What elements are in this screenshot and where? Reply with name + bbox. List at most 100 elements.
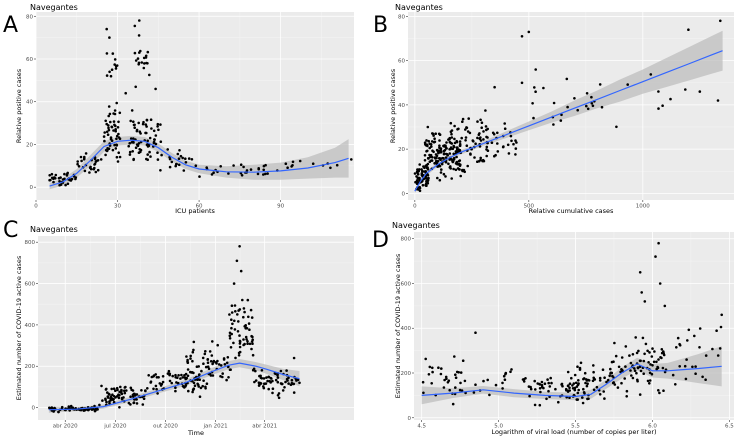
data-point [132, 120, 135, 123]
y-axis-label-a: Relative positive cases [15, 68, 23, 143]
data-point [445, 153, 449, 156]
data-point [191, 359, 194, 363]
data-point [675, 346, 678, 349]
data-point [181, 156, 184, 160]
data-point [486, 149, 490, 152]
data-point [432, 150, 435, 154]
data-point [424, 183, 427, 187]
data-point [433, 162, 436, 165]
data-point [442, 172, 446, 176]
data-point [194, 164, 198, 167]
data-point [174, 386, 177, 390]
data-point [118, 155, 122, 159]
data-point [228, 337, 232, 340]
data-point [576, 398, 579, 401]
data-point [469, 152, 472, 155]
smooth-line-d [421, 363, 722, 398]
data-point [291, 160, 295, 164]
data-point [311, 162, 315, 165]
data-point [453, 124, 456, 128]
data-point [245, 327, 249, 330]
data-point [79, 408, 83, 412]
data-point [113, 109, 117, 112]
data-point [135, 143, 139, 146]
data-point [601, 368, 605, 372]
data-point [242, 165, 245, 169]
data-point [156, 125, 159, 128]
data-point [132, 158, 135, 162]
data-point [232, 282, 236, 285]
data-point [109, 399, 112, 402]
data-point [467, 117, 471, 120]
data-point [560, 382, 564, 386]
data-point [248, 342, 252, 346]
data-point [584, 381, 587, 385]
data-point [687, 28, 690, 32]
data-point [105, 130, 109, 134]
data-point [83, 169, 87, 173]
data-point [189, 354, 192, 358]
x-ticks-d: 4.5 5.0 5.5 6.0 6.5 [417, 420, 734, 430]
data-point [246, 340, 249, 343]
data-point [430, 145, 433, 148]
data-point [572, 382, 576, 385]
data-point [418, 178, 421, 181]
data-point [104, 397, 107, 401]
data-point [229, 346, 233, 349]
data-point [127, 401, 131, 405]
data-point [89, 165, 92, 169]
data-point [451, 160, 455, 164]
data-point [582, 377, 586, 380]
data-point [421, 380, 425, 384]
data-point [478, 132, 481, 135]
data-point [582, 387, 585, 391]
data-point [120, 388, 123, 392]
data-point [84, 152, 88, 155]
data-point [503, 378, 507, 382]
plot-background-c [38, 236, 354, 420]
data-point [160, 153, 163, 157]
data-point [476, 160, 479, 163]
data-point [620, 356, 624, 359]
data-point [285, 369, 288, 372]
data-point [464, 128, 467, 131]
data-point [444, 160, 448, 164]
data-point [274, 372, 277, 376]
data-point [643, 352, 646, 356]
data-point [481, 158, 485, 162]
data-point [82, 158, 86, 161]
data-point [522, 380, 526, 383]
data-point [101, 399, 104, 402]
data-point [248, 328, 251, 332]
y-tick-label-d: 200 [401, 371, 412, 377]
data-point [431, 132, 434, 135]
data-point [480, 121, 484, 124]
data-point [431, 366, 434, 370]
data-point [506, 143, 510, 147]
data-point [201, 384, 204, 388]
data-point [170, 381, 173, 385]
data-point [276, 394, 280, 397]
data-point [228, 313, 231, 316]
x-tick-label-c: jul 2020 [103, 424, 127, 430]
data-point [179, 154, 183, 158]
data-point [486, 378, 490, 382]
data-point [114, 396, 117, 399]
data-point [509, 370, 512, 374]
data-point [123, 386, 127, 389]
x-tick-label-a: 0 [34, 204, 38, 210]
data-point [644, 342, 648, 346]
data-point [464, 136, 468, 139]
data-point [204, 387, 207, 390]
data-point [140, 389, 143, 392]
data-point [439, 171, 443, 174]
data-point [115, 101, 118, 105]
data-point [476, 136, 479, 140]
data-point [538, 403, 542, 407]
data-point [484, 109, 487, 112]
data-point [425, 163, 429, 167]
data-point [134, 146, 138, 149]
y-tick-label-b: 20 [398, 147, 405, 153]
data-point [329, 166, 332, 170]
data-point [152, 141, 156, 145]
